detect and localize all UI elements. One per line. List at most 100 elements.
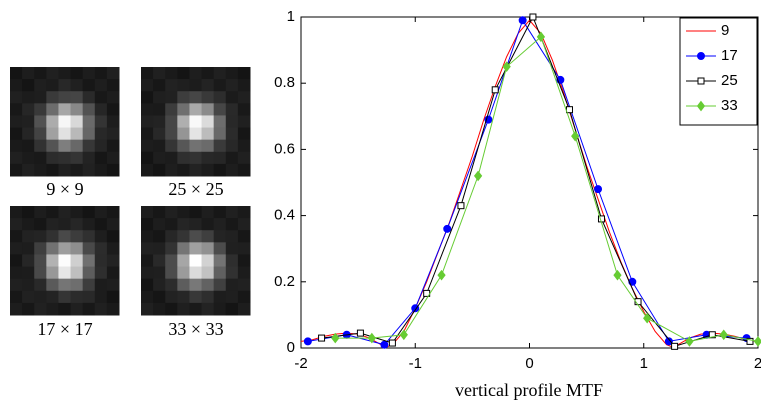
thumbnail-pixel — [153, 152, 166, 165]
thumbnail-pixel — [226, 218, 239, 231]
thumbnail-pixel — [238, 140, 251, 153]
thumbnail-pixel — [202, 242, 215, 255]
thumbnail-pixel — [34, 128, 47, 141]
thumbnail-pixel — [10, 128, 23, 141]
thumbnail-pixel — [58, 279, 71, 292]
thumbnail-pixel — [214, 115, 227, 128]
thumbnail-pixel — [58, 67, 71, 80]
thumbnail-pixel — [10, 291, 23, 304]
thumbnail-pixel — [58, 242, 71, 255]
thumbnail-pixel — [22, 279, 35, 292]
thumbnail-pixel — [214, 242, 227, 255]
thumbnail-pixel — [95, 218, 108, 231]
thumbnail-pixel — [107, 91, 120, 104]
marker — [672, 343, 678, 349]
thumbnail-pixel — [71, 91, 84, 104]
thumbnail-pixel — [202, 267, 215, 280]
marker — [566, 107, 572, 113]
thumbnail-pixel — [58, 164, 71, 177]
thumbnail-pixel — [46, 152, 59, 165]
thumbnail-pixel — [165, 79, 178, 92]
thumbnail-pixel — [153, 218, 166, 231]
thumbnail-pixel — [95, 79, 108, 92]
thumbnail-pixel — [10, 152, 23, 165]
thumbnail-pixel — [34, 115, 47, 128]
thumbnail-pixel — [189, 91, 202, 104]
thumbnail-pixel — [238, 242, 251, 255]
marker — [389, 340, 395, 346]
thumbnail-pixel — [95, 242, 108, 255]
thumbnail-pixel — [141, 152, 154, 165]
thumbnail-pixel — [46, 91, 59, 104]
y-tick-label: 1 — [287, 8, 295, 25]
thumbnail-pixel — [83, 91, 96, 104]
marker — [530, 14, 536, 20]
thumbnail-pixel — [34, 164, 47, 177]
thumbnail-pixel — [46, 303, 59, 316]
thumbnail-pixel — [10, 164, 23, 177]
x-tick-label: 0 — [525, 355, 533, 372]
thumbnail-pixel — [71, 218, 84, 231]
thumbnail-pixel — [107, 67, 120, 80]
thumbnail-pixel — [177, 67, 190, 80]
thumbnail-pixel — [238, 267, 251, 280]
thumbnail-pixel — [22, 303, 35, 316]
thumbnail-pixel — [189, 291, 202, 304]
thumbnail-pixel — [165, 91, 178, 104]
thumbnail-pixel — [238, 128, 251, 141]
thumbnail-pixel — [95, 254, 108, 267]
thumbnail-pixel — [189, 79, 202, 92]
thumbnail-pixel — [153, 91, 166, 104]
thumbnail-pixel — [107, 254, 120, 267]
thumbnail-pixel — [214, 206, 227, 219]
thumbnail-pixel — [189, 267, 202, 280]
thumbnail-pixel — [202, 303, 215, 316]
thumbnail-pixel — [214, 230, 227, 243]
y-tick-label: 0.8 — [274, 74, 295, 91]
thumbnail-pixel — [153, 279, 166, 292]
thumbnail-pixel — [10, 218, 23, 231]
thumbnail-pixel — [226, 128, 239, 141]
thumbnail-pixel — [141, 206, 154, 219]
thumbnail-pixel — [202, 152, 215, 165]
marker — [755, 337, 761, 346]
thumbnail-pixel — [214, 218, 227, 231]
thumbnail-label: 33 × 33 — [168, 319, 223, 339]
thumbnail-pixel — [177, 254, 190, 267]
thumbnail-pixel — [95, 267, 108, 280]
thumbnail-pixel — [202, 115, 215, 128]
thumbnail-pixel — [177, 242, 190, 255]
marker — [304, 338, 311, 345]
thumbnail-pixel — [202, 91, 215, 104]
thumbnail-pixel — [10, 79, 23, 92]
legend-label: 9 — [721, 22, 729, 39]
thumbnail-pixel — [177, 79, 190, 92]
marker — [492, 87, 498, 93]
thumbnail-pixel — [71, 267, 84, 280]
thumbnail-pixel — [46, 242, 59, 255]
thumbnail-pixel — [189, 230, 202, 243]
thumbnail-pixel — [34, 140, 47, 153]
thumbnail-pixel — [58, 254, 71, 267]
thumbnail-pixel — [107, 291, 120, 304]
thumbnail-pixel — [226, 152, 239, 165]
thumbnail-pixel — [107, 242, 120, 255]
thumbnail-pixel — [238, 91, 251, 104]
thumbnail-pixel — [34, 254, 47, 267]
thumbnail-pixel — [46, 230, 59, 243]
thumbnail-pixel — [95, 115, 108, 128]
thumbnail-pixel — [238, 79, 251, 92]
thumbnail-pixel — [226, 303, 239, 316]
thumbnail-pixel — [141, 115, 154, 128]
thumbnail-pixel — [58, 103, 71, 116]
thumbnail-pixel — [214, 164, 227, 177]
thumbnail-pixel — [95, 279, 108, 292]
thumbnail-pixel — [83, 164, 96, 177]
thumbnail-pixel — [95, 152, 108, 165]
thumbnail-pixel — [95, 303, 108, 316]
thumbnail-pixel — [189, 303, 202, 316]
thumbnail-pixel — [83, 128, 96, 141]
thumbnail-pixel — [83, 67, 96, 80]
thumbnail-pixel — [202, 67, 215, 80]
